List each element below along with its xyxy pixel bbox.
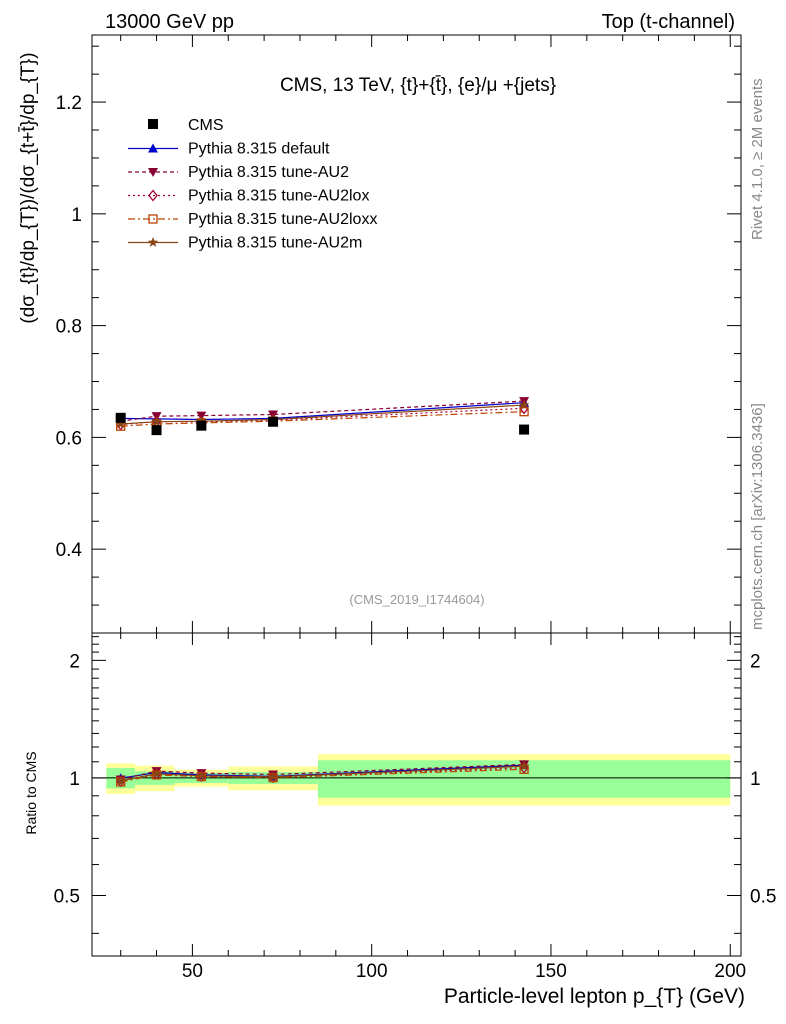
legend-marker [148, 143, 158, 153]
legend-label: Pythia 8.315 tune-AU2loxx [188, 211, 377, 228]
cms-data-point [151, 425, 162, 436]
series-point [151, 416, 162, 427]
series-ratio-point [151, 768, 162, 779]
ratio-tick-label-right: 2 [750, 651, 761, 672]
y-tick-label: 1 [71, 205, 82, 226]
legend-label: Pythia 8.315 tune-AU2m [188, 235, 362, 252]
ratio-tick-label: 2 [69, 651, 80, 672]
y-axis-label: (dσ_{t}/dp_{T})/(dσ_{t+t̄}/dp_{T}) [18, 52, 39, 323]
legend-label: Pythia 8.315 tune-AU2 [188, 164, 349, 181]
watermark: (CMS_2019_I1744604) [349, 592, 484, 607]
ratio-axis-label: Ratio to CMS [23, 751, 39, 834]
ratio-frame [91, 632, 742, 957]
cms-data-point [115, 412, 126, 423]
y-tick-label: 0.6 [56, 428, 82, 449]
header-right: Top (t-channel) [602, 11, 735, 33]
series-ratio-point [518, 760, 530, 771]
legend-label-cms: CMS [188, 117, 224, 134]
rivet-label: Rivet 4.1.0, ≥ 2M events [749, 78, 766, 240]
series-ratio-point [115, 775, 126, 786]
x-tick-label: 150 [535, 961, 567, 982]
legend-label: Pythia 8.315 tune-AU2lox [188, 188, 369, 205]
mcplots-label: mcplots.cern.ch [arXiv:1306.3436] [749, 403, 766, 630]
chart-title: CMS, 13 TeV, {t}+{t̄}, {e}/μ +{jets} [280, 75, 556, 96]
legend-marker [148, 189, 158, 202]
x-tick-label: 100 [356, 961, 388, 982]
x-tick-label: 50 [182, 961, 203, 982]
legend-label: Pythia 8.315 default [188, 141, 330, 158]
series-line-main [120, 400, 525, 422]
ratio-tick-label: 0.5 [54, 887, 80, 908]
cms-data-point [268, 416, 279, 427]
x-tick-label: 200 [714, 961, 746, 982]
series-line-main [120, 404, 525, 425]
y-tick-label: 1.2 [56, 93, 82, 114]
cms-data-point [519, 424, 530, 435]
series-point [519, 407, 529, 417]
series-line-ratio [120, 763, 525, 781]
y-tick-label: 0.4 [56, 540, 83, 561]
header-left: 13000 GeV pp [105, 11, 234, 33]
ratio-bands [92, 754, 741, 806]
legend-marker [148, 168, 158, 177]
legend-marker [147, 237, 159, 247]
cms-data-point [196, 420, 207, 431]
series-point [519, 402, 529, 415]
series-ratio-point [267, 771, 279, 782]
series-point [518, 399, 530, 410]
data-points [115, 412, 530, 436]
legend-marker [148, 214, 158, 224]
legend-marker-cms [148, 119, 158, 129]
series-ratio-point [196, 770, 207, 781]
axes: 50 100 150 200 0.4 0.6 0.8 1 1.2 0.5 0.5 1 1 2 2 [54, 34, 776, 982]
ratio-tick-label-right: 0.5 [750, 887, 776, 908]
ratio-tick-label: 1 [69, 769, 80, 790]
series-point [196, 415, 207, 426]
y-tick-label: 0.8 [56, 317, 82, 338]
ratio-tick-label-right: 1 [750, 769, 761, 790]
x-axis-label: Particle-level lepton p_{T} (GeV) [444, 985, 745, 1008]
series-point [115, 418, 126, 429]
legend: CMS Pythia 8.315 default Pythia 8.315 tune… [128, 117, 377, 252]
